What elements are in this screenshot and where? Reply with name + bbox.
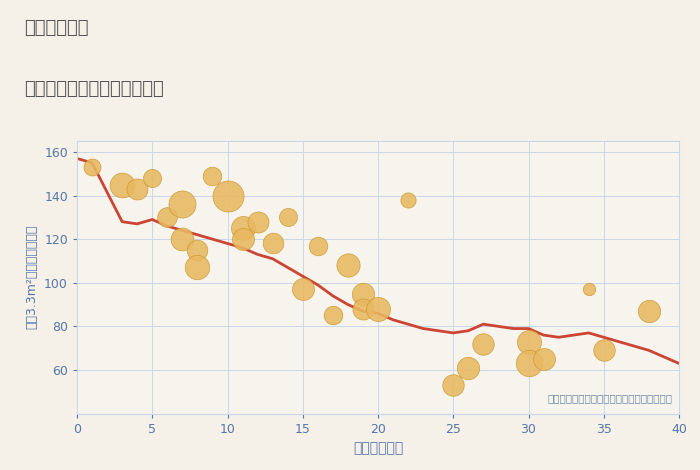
Point — [282, 213, 293, 221]
Text: 円の大きさは、取引のあった物件面積を示す: 円の大きさは、取引のあった物件面積を示す — [548, 393, 673, 403]
Point — [147, 174, 158, 182]
Point — [523, 360, 534, 367]
Y-axis label: 坪（3.3m²）単価（万円）: 坪（3.3m²）単価（万円） — [25, 225, 38, 329]
Point — [357, 290, 368, 298]
Point — [192, 246, 203, 254]
Point — [222, 192, 233, 199]
Point — [176, 235, 188, 243]
Point — [116, 181, 128, 188]
Point — [297, 286, 308, 293]
Text: 東京都秋津駅: 東京都秋津駅 — [25, 19, 89, 37]
Point — [372, 305, 384, 313]
Point — [643, 307, 655, 315]
Point — [237, 225, 248, 232]
Point — [207, 172, 218, 180]
Point — [538, 355, 549, 363]
Point — [328, 312, 339, 319]
X-axis label: 築年数（年）: 築年数（年） — [353, 441, 403, 455]
Point — [463, 364, 474, 372]
Point — [477, 340, 489, 348]
Text: 築年数別中古マンション価格: 築年数別中古マンション価格 — [25, 80, 164, 98]
Point — [132, 185, 143, 193]
Point — [357, 305, 368, 313]
Point — [402, 196, 414, 204]
Point — [252, 218, 263, 226]
Point — [87, 164, 98, 171]
Point — [448, 382, 459, 389]
Point — [583, 286, 594, 293]
Point — [162, 213, 173, 221]
Point — [176, 201, 188, 208]
Point — [523, 338, 534, 345]
Point — [237, 235, 248, 243]
Point — [312, 242, 323, 250]
Point — [192, 264, 203, 271]
Point — [267, 240, 278, 247]
Point — [598, 346, 609, 354]
Point — [342, 261, 354, 269]
